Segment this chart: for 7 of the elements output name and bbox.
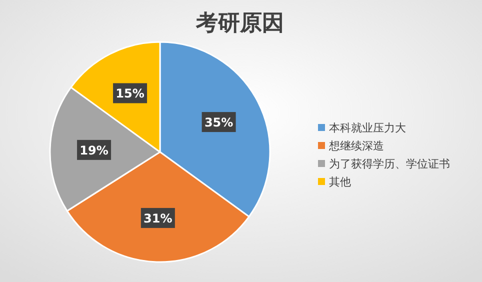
legend-label: 想继续深造 bbox=[328, 140, 384, 152]
title: 考研原因 bbox=[196, 11, 284, 36]
data-label: 31% bbox=[144, 211, 172, 226]
data-label: 35% bbox=[204, 116, 234, 130]
data-label: 19% bbox=[80, 143, 108, 158]
data-label: 15% bbox=[116, 86, 144, 101]
legend-label: 其他 bbox=[329, 176, 351, 188]
